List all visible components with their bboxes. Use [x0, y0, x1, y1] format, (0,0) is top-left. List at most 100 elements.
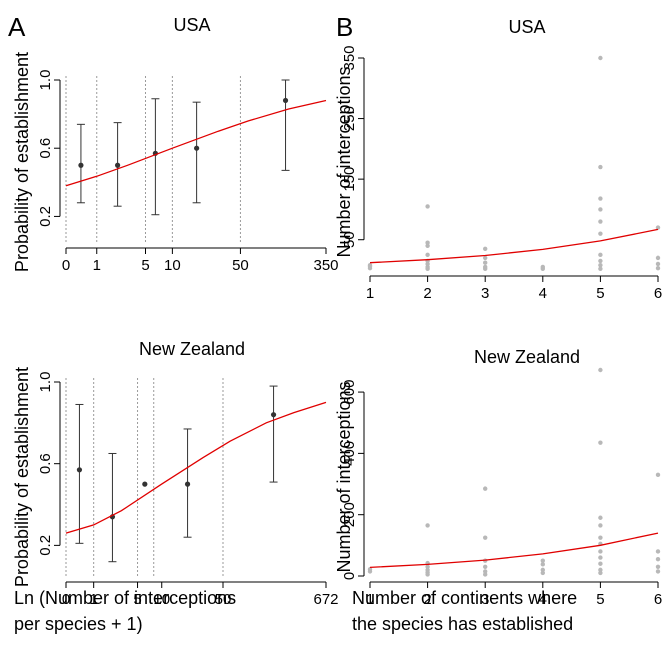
x-tick-label: 4 — [539, 591, 547, 608]
y-tick-label: 0.2 — [37, 535, 54, 556]
chart-title: New Zealand — [139, 339, 245, 359]
y-tick-label: 600 — [341, 380, 358, 405]
data-point — [598, 266, 603, 271]
y-tick-label: 0 — [341, 572, 358, 580]
chart-title: USA — [508, 17, 545, 37]
x-tick-label: 1 — [93, 257, 101, 274]
data-point — [655, 472, 661, 478]
data-point — [425, 567, 430, 573]
x-tick-label: 350 — [313, 257, 338, 274]
x-tick-label: 5 — [596, 591, 604, 608]
x-axis-label-a-line2: per species + 1) — [14, 614, 143, 634]
y-tick-label: 350 — [341, 45, 358, 70]
data-point — [598, 252, 603, 258]
x-tick-label: 0 — [62, 257, 70, 274]
data-point — [598, 258, 603, 264]
x-axis-label-b-line1: Number of continents where — [352, 588, 577, 608]
data-point — [282, 97, 289, 104]
y-tick-label: 0.6 — [37, 453, 54, 474]
data-point — [184, 481, 191, 487]
data-point — [655, 225, 661, 230]
x-tick-label: 10 — [164, 257, 181, 274]
data-point — [270, 412, 277, 418]
data-point — [540, 558, 545, 563]
chart-title: USA — [173, 15, 210, 35]
data-point — [425, 264, 430, 270]
y-axis-label: Number of interceptions — [334, 66, 354, 257]
data-point — [598, 55, 603, 61]
chart-b-new-zealand: New Zealand Number of interceptions 1 2 3 4 5 6… — [334, 347, 662, 608]
data-point — [598, 219, 603, 224]
data-point — [540, 562, 545, 567]
panel-label-b: B — [336, 12, 353, 42]
data-point — [655, 261, 661, 267]
data-point — [540, 264, 545, 270]
data-point — [483, 572, 488, 577]
data-point — [367, 262, 373, 268]
data-point — [76, 467, 83, 473]
x-tick-label: 50 — [215, 591, 232, 608]
panel-label-a: A — [8, 12, 26, 42]
x-tick-label: 2 — [423, 591, 431, 608]
y-tick-label: 200 — [341, 502, 358, 527]
data-point — [598, 549, 603, 554]
data-point — [598, 231, 603, 236]
data-point — [483, 264, 488, 270]
x-tick-label: 0 — [62, 591, 70, 608]
x-tick-label: 6 — [654, 285, 662, 302]
data-point — [598, 535, 603, 540]
data-point — [540, 567, 545, 573]
y-tick-label: 150 — [341, 167, 358, 192]
data-point — [598, 567, 603, 573]
x-tick-label: 1 — [366, 591, 374, 608]
data-point — [425, 204, 430, 209]
x-tick-label: 3 — [481, 591, 489, 608]
data-point — [425, 261, 430, 267]
x-tick-label: 5 — [133, 591, 141, 608]
data-point — [483, 260, 488, 265]
data-point — [598, 164, 603, 170]
y-tick-label: 250 — [341, 106, 358, 131]
x-tick-label: 5 — [141, 257, 149, 274]
chart-a-usa: USA Probability of establishment 0 1 5 10 50 35… — [12, 15, 339, 274]
data-point — [598, 570, 603, 576]
data-point — [367, 567, 373, 572]
data-point — [598, 196, 603, 201]
data-point — [115, 162, 121, 168]
y-tick-label: 50 — [341, 231, 358, 248]
data-point — [425, 564, 430, 570]
chart-b-usa: USA Number of interceptions 1 2 3 4 5 6 50 150 250… — [334, 17, 662, 302]
data-point — [142, 481, 148, 487]
x-tick-label: 672 — [313, 591, 338, 608]
data-point — [483, 535, 488, 540]
x-tick-label: 4 — [539, 285, 547, 302]
x-tick-label: 3 — [481, 285, 489, 302]
fitted-curve — [65, 401, 327, 534]
data-point — [540, 570, 545, 576]
data-point — [483, 255, 488, 261]
data-point — [655, 564, 661, 570]
y-axis-label: Number of interceptions — [334, 381, 354, 572]
data-point — [655, 265, 661, 271]
y-tick-label: 0.2 — [37, 206, 54, 227]
data-point — [483, 486, 488, 491]
x-tick-label: 6 — [654, 591, 662, 608]
chart-title: New Zealand — [474, 347, 580, 367]
x-tick-label: 1 — [90, 591, 98, 608]
data-point — [598, 207, 603, 212]
fitted-curve — [65, 99, 327, 187]
data-point — [425, 240, 430, 245]
data-point — [78, 162, 84, 168]
data-point — [598, 561, 603, 566]
fitted-curve — [369, 532, 659, 569]
data-point — [655, 556, 661, 562]
x-tick-label: 50 — [232, 257, 249, 274]
data-point — [483, 246, 488, 251]
x-tick-label: 1 — [366, 285, 374, 302]
data-point — [655, 549, 661, 554]
data-point — [483, 569, 488, 574]
data-point — [425, 523, 430, 528]
data-point — [655, 255, 661, 261]
